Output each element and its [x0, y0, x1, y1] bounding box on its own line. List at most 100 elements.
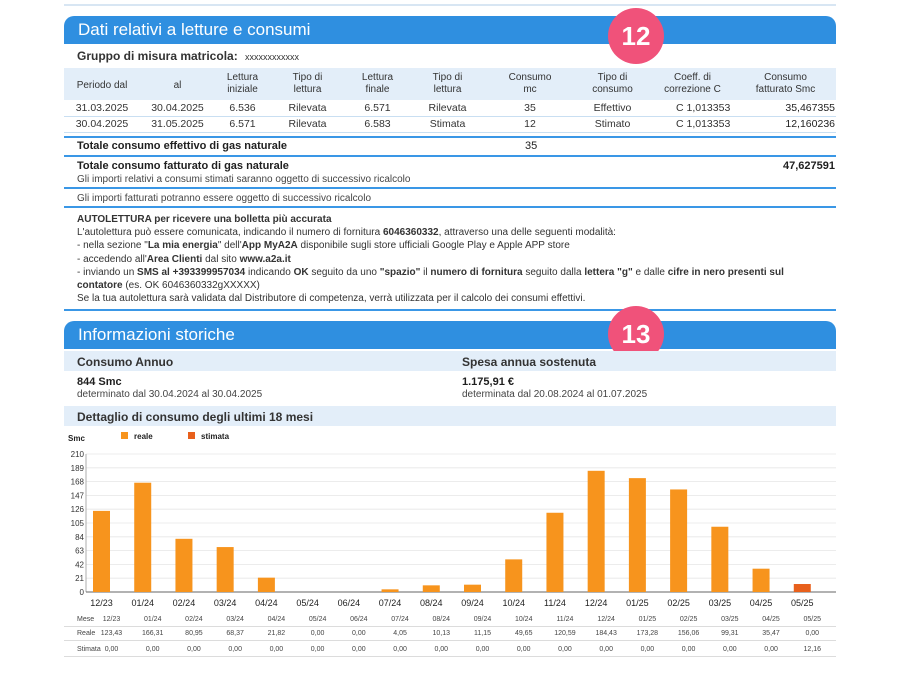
- table-cell: 0,00: [640, 646, 655, 653]
- table-cell: 99,31: [721, 630, 739, 637]
- bar-reale: [257, 577, 275, 592]
- legend-label: reale: [134, 432, 153, 441]
- table-row-label: Mese: [77, 616, 95, 623]
- table-cell: 0,00: [558, 646, 572, 653]
- total-billed-value: 47,627591: [783, 160, 835, 172]
- bar-reale: [546, 512, 564, 592]
- x-tick-label: 05/25: [791, 598, 814, 608]
- table-cell: 35: [524, 102, 536, 114]
- y-tick-label: 0: [80, 588, 85, 597]
- annual-consumption-period: determinato dal 30.04.2024 al 30.04.2025: [77, 389, 263, 400]
- meter-label: Gruppo di misura matricola: xxxxxxxxxxxx: [77, 49, 299, 63]
- autolettura-line-1: L'autolettura può essere comunicata, ind…: [77, 227, 616, 239]
- table-row-label: Reale: [77, 630, 96, 637]
- total-effective-label: Totale consumo effettivo di gas naturale: [77, 140, 288, 152]
- table-cell: 184,43: [595, 630, 617, 637]
- table-cell: 4,05: [393, 630, 407, 637]
- bar-reale: [752, 568, 770, 592]
- table-cell: 6.536: [229, 102, 256, 114]
- x-tick-label: 05/24: [296, 598, 319, 608]
- bar-reale: [587, 470, 605, 592]
- table-cell: 10/24: [514, 616, 533, 623]
- table-cell: 0,00: [681, 646, 696, 653]
- bar-stimata: [793, 584, 811, 592]
- table-divider: [64, 640, 836, 641]
- table-cell: 120,59: [554, 630, 576, 637]
- legend-swatch: [121, 432, 128, 439]
- table-cell: 12,16: [803, 646, 822, 653]
- annual-spend-label: Spesa annua sostenuta: [462, 355, 597, 369]
- x-tick-label: 01/25: [626, 598, 649, 608]
- table-cell: 0,00: [269, 646, 284, 653]
- x-tick-label: 08/24: [420, 598, 443, 608]
- annual-spend-period: determinata dal 20.08.2024 al 01.07.2025: [462, 389, 648, 400]
- y-axis-label: Smc: [68, 434, 85, 443]
- table-cell: 31.05.2025: [151, 118, 204, 130]
- y-tick-label: 168: [71, 478, 85, 487]
- table-cell: 01/24: [143, 616, 162, 623]
- top-divider: [64, 4, 836, 6]
- bar-reale: [670, 489, 688, 592]
- section-header-letture: Dati relativi a letture e consumi: [64, 16, 836, 44]
- table-cell: 0,00: [228, 646, 242, 653]
- table-row-label: Stimata: [77, 646, 101, 653]
- x-tick-label: 03/24: [214, 598, 237, 608]
- table-cell: 02/24: [185, 616, 203, 623]
- table-column-header: Lettura iniziale: [226, 72, 259, 95]
- annual-consumption-label: Consumo Annuo: [77, 355, 174, 369]
- table-column-header: Lettura finale: [361, 72, 394, 95]
- y-tick-label: 189: [71, 464, 85, 473]
- table-cell: 0,00: [805, 630, 820, 637]
- annual-header-band: [64, 351, 836, 371]
- section-title: Dati relativi a letture e consumi: [78, 20, 311, 39]
- table-cell: C 1,013353: [676, 102, 731, 114]
- table-column-header: Tipo di lettura: [292, 72, 323, 95]
- x-tick-label: 09/24: [461, 598, 484, 608]
- bar-reale: [93, 510, 110, 592]
- table-cell: Rilevata: [288, 102, 327, 114]
- table-cell: 11/24: [556, 616, 574, 623]
- table-cell: 02/25: [679, 616, 698, 623]
- y-tick-label: 84: [75, 533, 84, 542]
- table-cell: 12/24: [597, 616, 615, 623]
- table-cell: 123,43: [100, 630, 123, 637]
- autolettura-box: AUTOLETTURA per ricevere una bolletta pi…: [77, 213, 837, 305]
- divider: [64, 136, 836, 138]
- table-cell: 03/25: [721, 616, 739, 623]
- bar-reale: [381, 589, 399, 592]
- divider: [64, 187, 836, 189]
- table-cell: 0,00: [352, 646, 366, 653]
- divider: [64, 309, 836, 311]
- y-tick-label: 147: [71, 491, 85, 500]
- table-cell: 0,00: [352, 630, 366, 637]
- table-cell: C 1,013353: [676, 118, 731, 130]
- bar-reale: [505, 559, 523, 592]
- table-cell: 30.04.2025: [151, 102, 204, 114]
- table-cell: 0,00: [104, 646, 119, 653]
- table-cell: 21,82: [267, 630, 286, 637]
- table-cell: Effettivo: [593, 102, 632, 114]
- autolettura-line-6: Se la tua autolettura sarà validata dal …: [77, 293, 586, 305]
- x-tick-label: 06/24: [338, 598, 361, 608]
- billed-note: Gli importi fatturati potranno essere og…: [77, 193, 372, 204]
- table-cell: 0,00: [516, 646, 531, 653]
- x-tick-label: 02/25: [667, 598, 690, 608]
- table-column-header: al: [173, 80, 182, 91]
- table-cell: 31.03.2025: [75, 102, 129, 114]
- table-cell: 6.583: [364, 118, 391, 130]
- meter-label-text: Gruppo di misura matricola:: [77, 49, 238, 63]
- autolettura-line-3: - accedendo all'Area Clienti dal sito ww…: [77, 253, 291, 265]
- annual-spend-value: 1.175,91 €: [462, 376, 514, 388]
- legend-swatch: [188, 432, 195, 439]
- table-cell: Stimata: [429, 118, 466, 130]
- table-cell: 0,00: [723, 646, 737, 653]
- table-cell: 68,37: [226, 630, 244, 637]
- x-tick-label: 04/25: [750, 598, 773, 608]
- x-tick-label: 07/24: [379, 598, 402, 608]
- consumption-chart: Smc reale stimata 0 21 42 63 84 105 126 147 168 189 2…: [68, 432, 836, 608]
- table-column-header: Coeff. di correzione C: [664, 72, 721, 95]
- divider: [64, 206, 836, 208]
- table-divider: [64, 626, 836, 627]
- bar-reale: [628, 478, 646, 592]
- x-tick-label: 11/24: [544, 598, 566, 608]
